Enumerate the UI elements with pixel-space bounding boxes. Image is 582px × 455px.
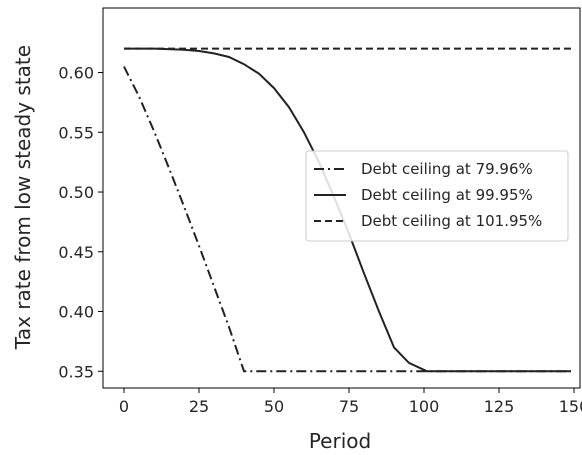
legend-label: Debt ceiling at 101.95%	[361, 212, 542, 230]
y-tick-label: 0.40	[58, 303, 94, 322]
legend-label: Debt ceiling at 99.95%	[361, 186, 533, 204]
x-tick-label: 50	[264, 397, 284, 416]
x-tick-label: 25	[189, 397, 209, 416]
y-tick-label: 0.50	[58, 183, 94, 202]
legend-box	[305, 150, 569, 242]
x-axis-label: Period	[309, 429, 371, 453]
x-tick-label: 0	[119, 397, 129, 416]
legend-label: Debt ceiling at 79.96%	[361, 160, 533, 178]
y-tick-label: 0.35	[58, 362, 94, 381]
y-tick-label: 0.45	[58, 243, 94, 262]
y-tick-label: 0.60	[58, 64, 94, 83]
axes: 0 25 50 75 100 125 150 0.35 0.40 0.45 0.50 0.55 0.60	[58, 7, 582, 416]
x-tick-label: 75	[339, 397, 359, 416]
legend: Debt ceiling at 79.96% Debt ceiling at 99…	[305, 150, 569, 242]
y-tick-label: 0.55	[58, 123, 94, 142]
x-tick-label: 100	[409, 397, 440, 416]
plot-frame	[102, 7, 581, 389]
x-tick-label: 125	[484, 397, 515, 416]
y-axis-label: Tax rate from low steady state	[11, 45, 35, 350]
x-tick-label: 150	[559, 397, 582, 416]
